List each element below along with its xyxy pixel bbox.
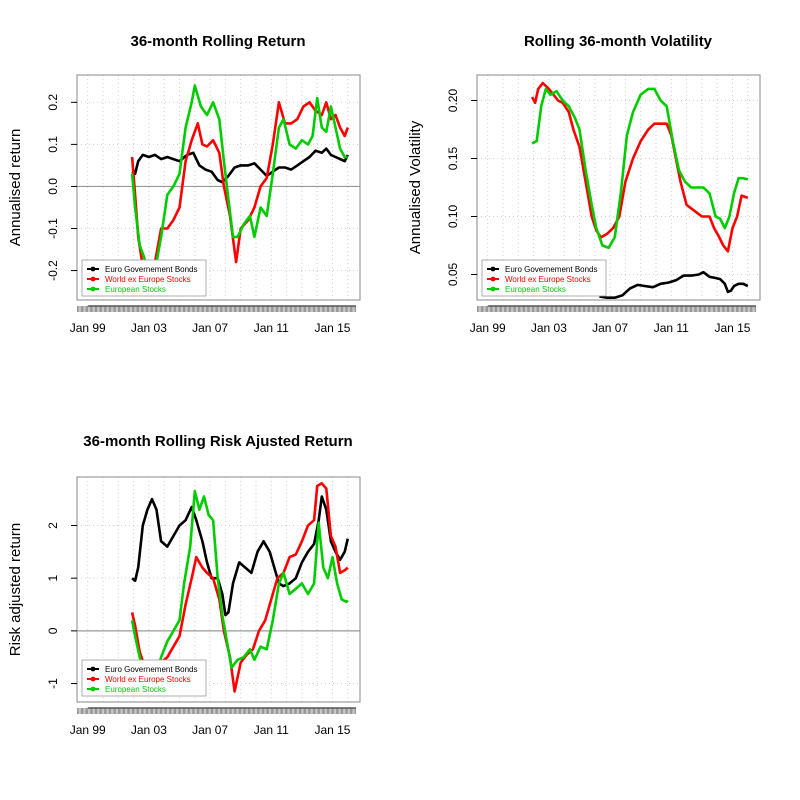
y-tick-label: 0.2	[46, 94, 60, 111]
legend-label-1: World ex Europe Stocks	[105, 675, 191, 684]
plot-frame	[76, 74, 361, 301]
y-tick-label: 0.05	[446, 262, 460, 286]
chart-panel-return: 36-month Rolling Return Annualised return…	[7, 33, 361, 335]
legend-marker-1	[490, 276, 496, 282]
series-line-0	[599, 270, 749, 299]
y-axis-label: Risk adjusted return	[7, 523, 24, 656]
legend-marker-0	[490, 266, 496, 272]
legend-label-1: World ex Europe Stocks	[505, 275, 591, 284]
y-tick-label: -1	[46, 678, 60, 689]
legend-box	[81, 659, 207, 697]
legend-marker-0	[90, 266, 96, 272]
chart-title: Rolling 36-month Volatility	[524, 33, 713, 50]
x-tick-label: Jan 07	[192, 723, 228, 737]
legend-marker-2	[90, 686, 96, 692]
chart-title: 36-month Rolling Risk Ajusted Return	[83, 433, 352, 450]
chart-panel-volatility: Rolling 36-month Volatility Annualised Vo…	[407, 33, 761, 335]
y-tick-label: 0	[46, 627, 60, 634]
x-tick-label: Jan 03	[131, 723, 167, 737]
x-tick-label: Jan 03	[531, 321, 567, 335]
x-tick-label: Jan 03	[131, 321, 167, 335]
y-tick-label: 1	[46, 575, 60, 582]
x-tick-label: Jan 99	[470, 321, 506, 335]
x-tick-label: Jan 11	[254, 723, 289, 737]
x-tick-label: Jan 07	[592, 321, 628, 335]
series-line-1	[530, 81, 749, 253]
x-tick-label: Jan 99	[70, 321, 106, 335]
legend-marker-1	[90, 276, 96, 282]
legend-label-0: Euro Governement Bonds	[105, 665, 198, 674]
x-tick-label: Jan 15	[314, 321, 350, 335]
series-line-1	[130, 482, 349, 693]
legend-marker-2	[490, 286, 496, 292]
y-axis-label: Annualised return	[7, 129, 24, 247]
legend-marker-2	[90, 286, 96, 292]
y-tick-label: -0.1	[46, 218, 60, 239]
legend-marker-1	[90, 676, 96, 682]
y-tick-label: -0.2	[46, 260, 60, 281]
x-tick-label: Jan 15	[314, 723, 350, 737]
plot-frame	[76, 476, 361, 703]
y-tick-label: 0.15	[446, 147, 460, 171]
x-tick-label: Jan 11	[254, 321, 289, 335]
legend-label-2: European Stocks	[105, 685, 166, 694]
series-line-2	[531, 87, 749, 250]
legend-marker-0	[90, 666, 96, 672]
x-tick-label: Jan 15	[714, 321, 750, 335]
series-line-0	[131, 147, 349, 184]
x-tick-label: Jan 07	[192, 321, 228, 335]
y-tick-label: 0.20	[446, 89, 460, 113]
legend-label-0: Euro Governement Bonds	[105, 265, 198, 274]
y-tick-label: 0.0	[46, 178, 60, 195]
legend-label-2: European Stocks	[105, 285, 166, 294]
series-line-2	[130, 84, 348, 281]
plot-frame	[476, 74, 761, 301]
y-tick-label: 0.1	[46, 136, 60, 153]
y-tick-label: 0.10	[446, 204, 460, 228]
legend-box	[81, 259, 207, 297]
chart-title: 36-month Rolling Return	[131, 33, 306, 50]
x-tick-label: Jan 99	[70, 723, 106, 737]
series-line-2	[130, 489, 349, 685]
y-tick-label: 2	[46, 522, 60, 529]
x-tick-label: Jan 11	[654, 321, 689, 335]
legend-box	[481, 259, 607, 297]
legend-label-0: Euro Governement Bonds	[505, 265, 598, 274]
series-line-1	[130, 101, 350, 281]
legend-label-2: European Stocks	[505, 285, 566, 294]
chart-panel-risk_adjusted: 36-month Rolling Risk Ajusted Return Risk…	[7, 433, 361, 737]
legend-label-1: World ex Europe Stocks	[105, 275, 191, 284]
y-axis-label: Annualised Volatility	[407, 120, 424, 254]
